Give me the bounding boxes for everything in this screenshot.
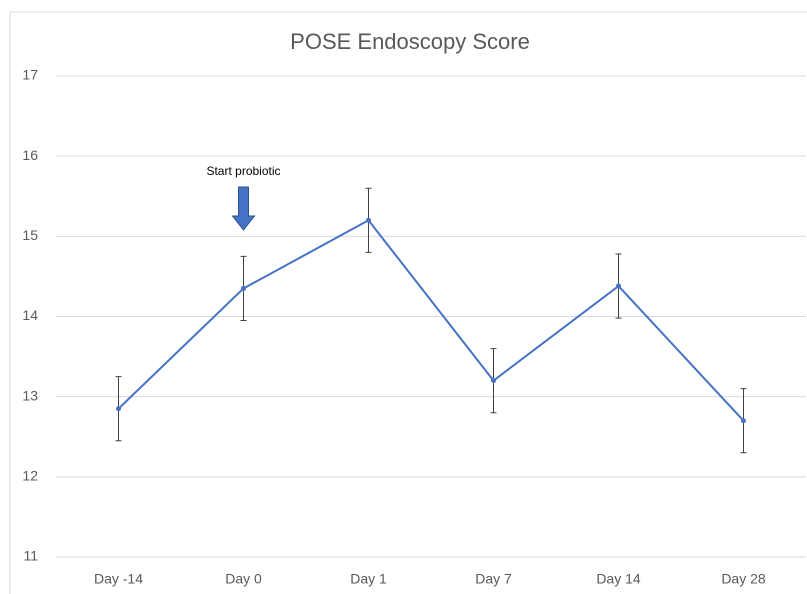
y-tick-label: 12: [22, 468, 38, 484]
x-tick-label: Day 1: [350, 571, 387, 587]
x-tick-label: Day 0: [225, 571, 262, 587]
y-tick-label: 15: [22, 227, 38, 243]
y-tick-label: 13: [22, 387, 38, 403]
point: [491, 378, 496, 384]
point: [741, 418, 746, 424]
x-tick-label: Day 7: [475, 571, 512, 587]
annotation-arrow: [231, 186, 256, 231]
x-tick-label: Day 28: [721, 571, 766, 587]
x-tick-label: Day 14: [596, 571, 641, 587]
chart-frame: [9, 11, 807, 594]
y-tick-label: 16: [22, 147, 38, 163]
chart-title: POSE Endoscopy Score: [290, 29, 530, 54]
point: [241, 285, 246, 291]
y-tick-label: 17: [22, 67, 38, 83]
line-series: [117, 219, 745, 422]
point: [366, 217, 371, 223]
annotation: Start probiotic: [206, 164, 280, 178]
point: [616, 283, 621, 289]
y-tick-label: 11: [23, 548, 38, 564]
x-tick-label: Day -14: [94, 571, 143, 587]
point: [116, 406, 121, 412]
y-tick-label: 14: [22, 307, 38, 323]
